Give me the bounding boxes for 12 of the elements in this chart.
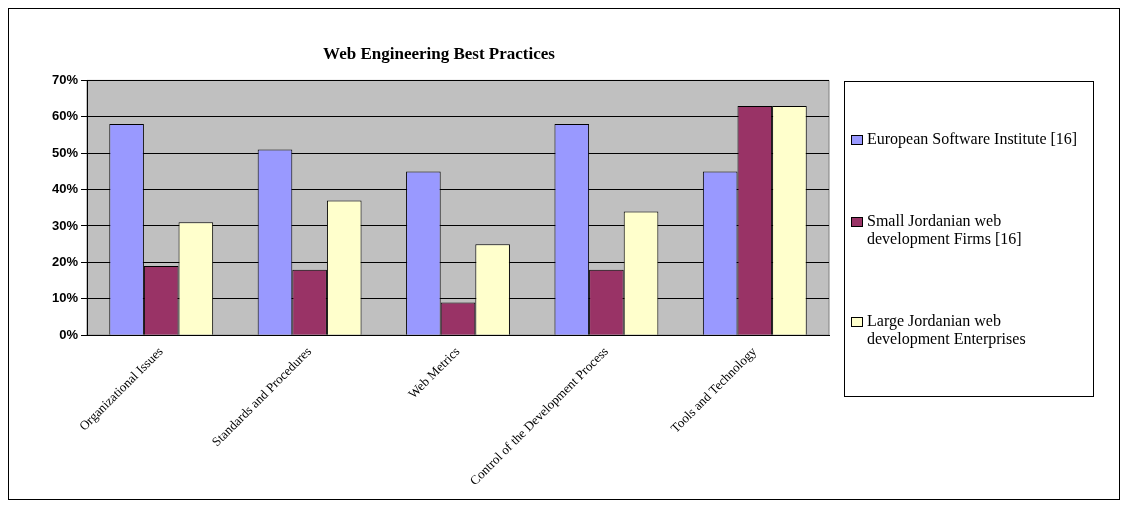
y-tick-label: 50% [51,144,79,160]
y-tick-label: 60% [51,108,79,124]
y-tick-label: 10% [51,290,79,306]
y-tick-label: 20% [51,253,79,269]
y-tick-label: 30% [51,217,79,233]
y-tick-label: 40% [51,181,79,197]
legend-label: European Software Institute [16] [867,130,1078,148]
chart-title: Web Engineering Best Practices [323,43,556,63]
y-tick-label: 0% [59,326,79,342]
y-tick-label: 70% [51,71,79,87]
legend-label: Large Jordanian web development Enterprises [867,312,1027,348]
legend-label: Small Jordanian web development Firms [16] [867,212,1023,248]
